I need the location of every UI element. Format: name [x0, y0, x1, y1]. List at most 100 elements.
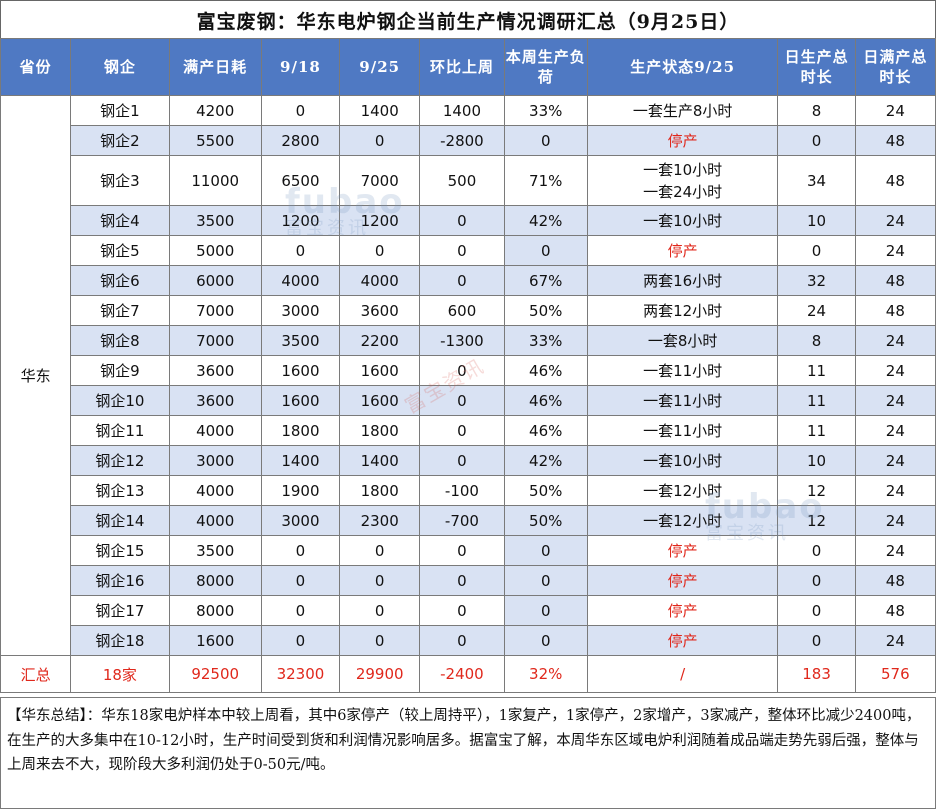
summary-full-cell: 92500: [168, 655, 262, 693]
wow-change-cell: 0: [419, 625, 505, 656]
table-row: 钢企15 3500 0 0 0 0 停产 0 24: [1, 535, 936, 566]
full-capacity-cell: 11000: [168, 155, 262, 206]
full-hours-cell: 24: [854, 475, 936, 506]
full-capacity-cell: 7000: [168, 325, 262, 356]
wow-change-cell: 0: [419, 535, 505, 566]
status-cell: 一套11小时: [586, 355, 779, 386]
east-china-summary-note: 【华东总结】：华东18家电炉样本中较上周看，其中6家停产（较上周持平），1家复产…: [0, 697, 936, 809]
daily-hours-cell: 10: [777, 205, 856, 236]
full-hours-cell: 48: [854, 265, 936, 296]
wow-change-cell: 500: [419, 155, 505, 206]
daily-hours-cell: 11: [777, 385, 856, 416]
mill-name-cell: 钢企1: [70, 95, 170, 126]
summary-w925-cell: 29900: [339, 655, 421, 693]
wow-change-cell: 0: [419, 265, 505, 296]
week-918-cell: 1800: [260, 415, 341, 446]
full-capacity-cell: 3600: [168, 355, 262, 386]
status-cell: 停产: [586, 565, 779, 596]
week-925-cell: 4000: [339, 265, 421, 296]
status-cell: 一套10小时: [586, 445, 779, 476]
table-header-row: 省份 钢企 满产日耗 9/18 9/25 环比上周 本周生产负荷 生产状态9/2…: [0, 38, 936, 96]
week-918-cell: 3000: [260, 505, 341, 536]
full-capacity-cell: 3500: [168, 535, 262, 566]
mill-name-cell: 钢企10: [70, 385, 170, 416]
week-918-cell: 0: [260, 235, 341, 266]
full-capacity-cell: 8000: [168, 565, 262, 596]
table-row: 钢企14 4000 3000 2300 -700 50% 一套12小时 12 24: [1, 505, 936, 536]
header-week-925: 9/25: [339, 38, 421, 96]
full-hours-cell: 24: [854, 535, 936, 566]
week-918-cell: 2800: [260, 125, 341, 156]
status-cell: 一套12小时: [586, 505, 779, 536]
full-capacity-cell: 5500: [168, 125, 262, 156]
full-capacity-cell: 1600: [168, 625, 262, 656]
full-capacity-cell: 4200: [168, 95, 262, 126]
week-925-cell: 0: [339, 625, 421, 656]
status-cell: 一套生产8小时: [586, 95, 779, 126]
header-full-capacity: 满产日耗: [168, 38, 262, 96]
wow-change-cell: -1300: [419, 325, 505, 356]
mill-name-cell: 钢企12: [70, 445, 170, 476]
status-cell: 停产: [586, 535, 779, 566]
table-row: 华东 钢企1 4200 0 1400 1400 33% 一套生产8小时 8 24: [0, 95, 936, 656]
load-cell: 67%: [503, 265, 588, 296]
table-row: 钢企8 7000 3500 2200 -1300 33% 一套8小时 8 24: [1, 325, 936, 356]
week-925-cell: 0: [339, 235, 421, 266]
load-cell: 42%: [503, 445, 588, 476]
status-cell: 一套11小时: [586, 415, 779, 446]
week-918-cell: 3000: [260, 295, 341, 326]
header-province: 省份: [0, 38, 72, 96]
week-925-cell: 0: [339, 535, 421, 566]
table-row: 钢企5 5000 0 0 0 0 停产 0 24: [1, 235, 936, 266]
daily-hours-cell: 0: [777, 125, 856, 156]
week-918-cell: 0: [260, 595, 341, 626]
full-capacity-cell: 4000: [168, 415, 262, 446]
full-hours-cell: 24: [854, 415, 936, 446]
mill-name-cell: 钢企17: [70, 595, 170, 626]
full-capacity-cell: 4000: [168, 475, 262, 506]
mill-name-cell: 钢企5: [70, 235, 170, 266]
full-capacity-cell: 3600: [168, 385, 262, 416]
daily-hours-cell: 0: [777, 565, 856, 596]
week-918-cell: 4000: [260, 265, 341, 296]
week-925-cell: 1200: [339, 205, 421, 236]
load-cell: 33%: [503, 325, 588, 356]
week-925-cell: 0: [339, 565, 421, 596]
table-row: 钢企7 7000 3000 3600 600 50% 两套12小时 24 48: [1, 295, 936, 326]
full-hours-cell: 48: [854, 595, 936, 626]
table-row: 钢企17 8000 0 0 0 0 停产 0 48: [1, 595, 936, 626]
full-capacity-cell: 3000: [168, 445, 262, 476]
daily-hours-cell: 32: [777, 265, 856, 296]
load-cell: 0: [503, 535, 588, 566]
daily-hours-cell: 8: [777, 325, 856, 356]
week-925-cell: 1400: [339, 445, 421, 476]
mill-name-cell: 钢企16: [70, 565, 170, 596]
wow-change-cell: -100: [419, 475, 505, 506]
summary-fullhours-cell: 576: [854, 655, 936, 693]
wow-change-cell: 0: [419, 445, 505, 476]
week-925-cell: 7000: [339, 155, 421, 206]
wow-change-cell: -2800: [419, 125, 505, 156]
status-cell: 停产: [586, 595, 779, 626]
status-cell: 两套16小时: [586, 265, 779, 296]
table-row: 钢企2 5500 2800 0 -2800 0 停产 0 48: [1, 125, 936, 156]
week-925-cell: 1400: [339, 95, 421, 126]
status-cell: 停产: [586, 625, 779, 656]
daily-hours-cell: 11: [777, 415, 856, 446]
summary-label-cell: 汇总: [0, 655, 72, 693]
wow-change-cell: 0: [419, 205, 505, 236]
load-cell: 71%: [503, 155, 588, 206]
mill-name-cell: 钢企3: [70, 155, 170, 206]
status-cell: 两套12小时: [586, 295, 779, 326]
mill-name-cell: 钢企14: [70, 505, 170, 536]
week-918-cell: 6500: [260, 155, 341, 206]
week-918-cell: 1400: [260, 445, 341, 476]
full-hours-cell: 24: [854, 205, 936, 236]
summary-chg-cell: -2400: [419, 655, 505, 693]
wow-change-cell: 1400: [419, 95, 505, 126]
load-cell: 42%: [503, 205, 588, 236]
summary-mill-cell: 18家: [70, 655, 170, 693]
week-925-cell: 3600: [339, 295, 421, 326]
status-cell: 一套10小时: [586, 205, 779, 236]
header-status: 生产状态9/25: [586, 38, 779, 96]
